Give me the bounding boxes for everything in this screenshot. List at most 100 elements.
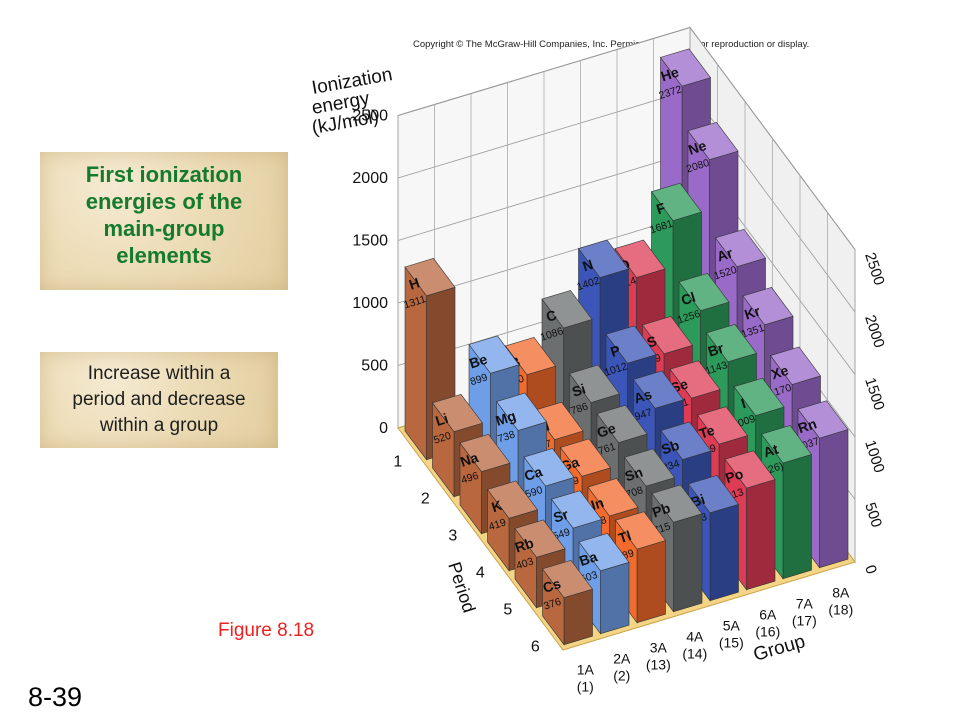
bar-top-face	[615, 511, 666, 550]
group-tick-label: (15)	[719, 635, 744, 651]
element-symbol: Rb	[513, 535, 536, 556]
title-line: energies of the	[85, 189, 243, 214]
element-symbol: H	[407, 274, 422, 292]
title-box: First ionization energies of the main-gr…	[40, 152, 288, 290]
z-tick-label-right: 500	[861, 500, 885, 529]
period-axis-label: Period	[444, 559, 479, 615]
bar-top-face	[642, 316, 693, 355]
bar-top-face	[487, 480, 538, 519]
element-symbol: Po	[723, 465, 745, 486]
element-symbol: C	[544, 306, 559, 324]
group-tick-label: (14)	[682, 646, 707, 662]
bar-top-face	[578, 533, 630, 572]
element-symbol: Kr	[742, 302, 762, 322]
bar-top-face	[651, 484, 703, 523]
period-tick-label: 2	[421, 491, 430, 508]
element-symbol: Tl	[616, 527, 633, 546]
slide-number: 8-39	[28, 682, 83, 712]
bar-top-face	[560, 438, 611, 477]
bar-top-face	[569, 364, 620, 403]
element-symbol: Te	[697, 422, 717, 442]
element-symbol: As	[632, 386, 654, 407]
element-symbol: Sr	[551, 506, 571, 526]
bar-top-face	[459, 433, 511, 473]
bar-top-face	[715, 228, 766, 268]
bar-top-face	[761, 425, 812, 464]
bar-front-face	[819, 429, 849, 569]
bar-top-face	[660, 421, 712, 460]
group-tick-label: 2A	[613, 651, 631, 667]
group-tick-label: (1)	[577, 679, 594, 695]
bar-top-face	[706, 324, 757, 363]
element-value: 376	[542, 596, 563, 613]
element-value: 496	[460, 470, 481, 487]
z-tick-label: 2500	[352, 108, 388, 125]
element-value: 899	[469, 371, 490, 388]
bar-top-face	[578, 239, 629, 278]
bar-front-face	[563, 588, 593, 646]
z-tick-label: 1500	[352, 233, 388, 250]
group-tick-label: 6A	[759, 607, 777, 623]
bar-front-face	[673, 513, 703, 613]
z-tick-label-right: 1000	[861, 438, 887, 475]
bar-front-face	[746, 479, 776, 591]
bar-front-face	[636, 540, 666, 624]
bar-top-face	[678, 272, 730, 312]
bar-top-face	[797, 400, 849, 439]
group-tick-label: (16)	[755, 624, 780, 640]
group-tick-label: 5A	[723, 618, 741, 634]
trend-box: Increase within a period and decrease wi…	[40, 352, 278, 448]
bar-top-face	[687, 121, 739, 161]
element-symbol: He	[659, 64, 681, 85]
element-value: 947	[633, 406, 654, 423]
bar-top-face	[432, 393, 483, 433]
group-tick-label: 7A	[796, 596, 814, 612]
trend-line: period and decrease	[72, 389, 246, 410]
bar-top-face	[523, 448, 575, 487]
bar-top-face	[551, 490, 602, 529]
bar-front-face	[782, 453, 812, 580]
bar-top-face	[633, 370, 684, 409]
element-symbol: Sn	[623, 464, 645, 485]
element-value: 738	[496, 428, 517, 445]
trend-line: Increase within a	[87, 363, 231, 384]
bar-top-face	[724, 450, 776, 489]
bar-top-face	[514, 519, 566, 558]
element-symbol: Ca	[522, 463, 544, 484]
period-tick-label: 3	[448, 528, 457, 545]
bar-top-face	[468, 335, 520, 374]
bar-top-face	[596, 404, 648, 443]
element-value: 419	[487, 516, 508, 533]
element-value: 520	[432, 430, 453, 447]
element-symbol: Mg	[494, 407, 518, 428]
trend-line: within a group	[99, 415, 219, 436]
bar-front-face	[600, 561, 630, 635]
z-tick-label-right: 2000	[861, 313, 887, 350]
chart-axes: 0 500 1000 1500 2000 2500 0 500 1000 1500 2000 2500…	[310, 64, 887, 694]
element-symbol: Be	[467, 351, 489, 372]
element-symbol: At	[761, 441, 780, 461]
bar-top-face	[624, 448, 675, 487]
bar-top-face	[496, 392, 547, 431]
period-tick-label: 6	[531, 639, 540, 656]
z-tick-label: 2000	[352, 170, 388, 187]
title-line: main-group	[103, 216, 225, 241]
element-value: 590	[524, 484, 545, 501]
bar-top-face	[742, 287, 794, 326]
period-tick-label: 4	[476, 565, 485, 582]
element-symbol: Ne	[686, 137, 708, 158]
bar-top-face	[688, 475, 739, 514]
z-tick-label: 0	[379, 420, 388, 437]
bar-top-face	[605, 325, 657, 364]
element-symbol: Sb	[659, 437, 681, 458]
bar-top-face	[542, 559, 593, 599]
z-tick-label: 1000	[352, 295, 388, 312]
element-value: 761	[597, 441, 618, 458]
bar-top-face	[614, 239, 666, 278]
element-symbol: N	[580, 256, 595, 274]
bar-top-face	[669, 360, 721, 399]
element-value: 403	[515, 555, 536, 572]
element-symbol: Cs	[541, 575, 563, 596]
